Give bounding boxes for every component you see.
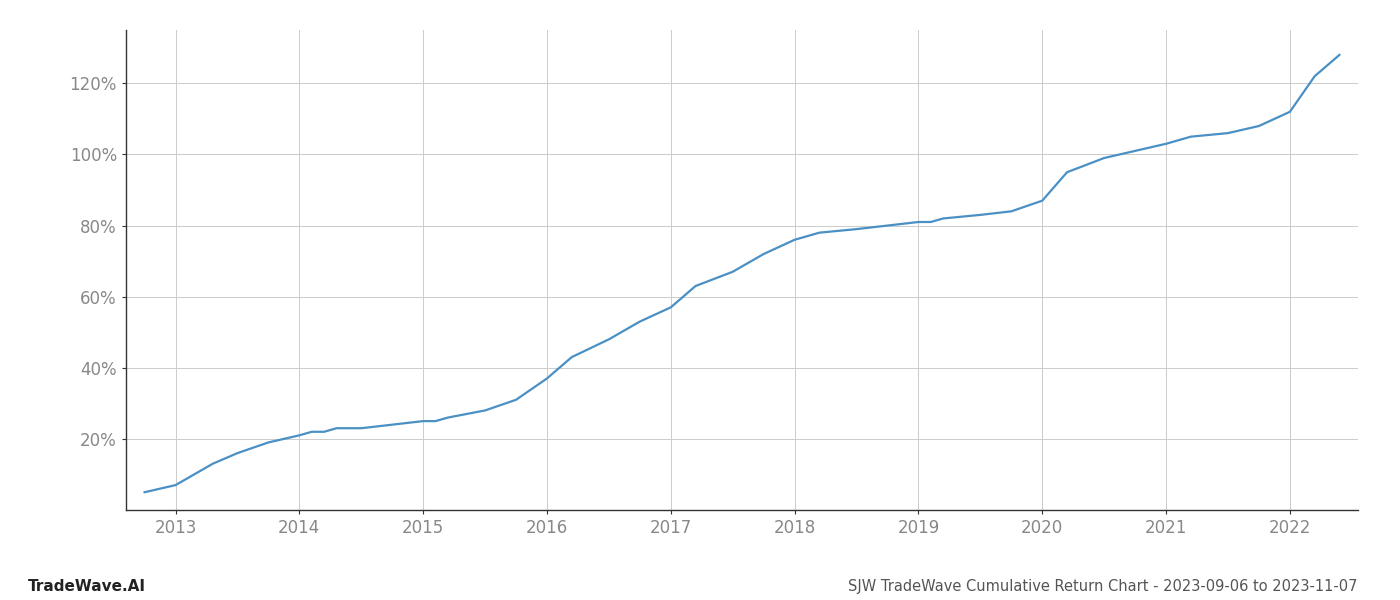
Text: SJW TradeWave Cumulative Return Chart - 2023-09-06 to 2023-11-07: SJW TradeWave Cumulative Return Chart - …	[848, 579, 1358, 594]
Text: TradeWave.AI: TradeWave.AI	[28, 579, 146, 594]
